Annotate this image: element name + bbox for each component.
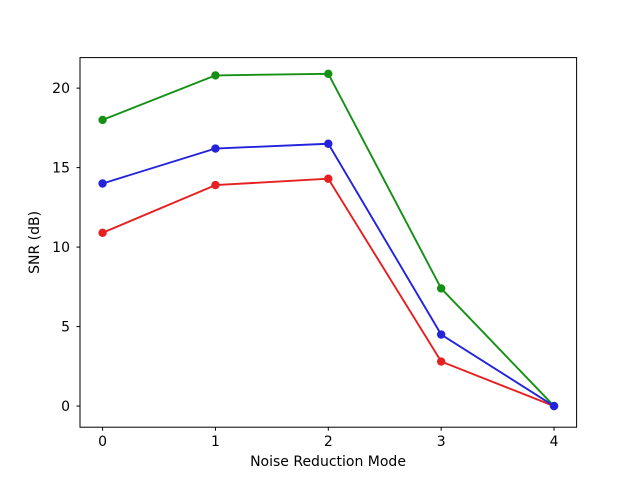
y-tick-label: 0 — [61, 399, 70, 415]
green-series-marker — [324, 69, 333, 79]
x-tick-label: 0 — [98, 434, 107, 450]
green-series-marker — [211, 71, 220, 80]
x-axis-label: Noise Reduction Mode — [250, 454, 406, 470]
green-series-line — [101, 72, 555, 408]
blue-series-marker — [549, 401, 559, 411]
blue-series-marker — [98, 179, 107, 188]
green-series-marker — [436, 284, 446, 293]
green-series-marker — [98, 115, 107, 125]
red-series-marker — [324, 174, 333, 183]
blue-series-marker — [211, 144, 220, 153]
y-tick-label: 5 — [61, 320, 70, 336]
red-series-line — [101, 177, 555, 408]
x-tick-label: 2 — [324, 434, 333, 450]
blue-series-line — [101, 142, 555, 408]
y-axis-label: SNR (dB) — [27, 211, 43, 274]
blue-series-marker — [436, 330, 446, 339]
plot-area: 0 1 2 3 4 0 5 10 15 20 — [52, 57, 578, 450]
red-series-marker — [98, 228, 107, 237]
x-tick-label: 3 — [437, 434, 446, 450]
x-tick-label: 1 — [211, 434, 220, 450]
red-series-marker — [436, 357, 446, 366]
y-tick-label: 10 — [52, 240, 70, 256]
red-series-marker — [211, 180, 220, 190]
y-tick-label: 20 — [52, 81, 70, 97]
blue-series-marker — [324, 139, 333, 148]
y-tick-label: 15 — [52, 161, 70, 177]
x-tick-label: 4 — [550, 434, 559, 450]
axes-spines — [79, 57, 578, 428]
